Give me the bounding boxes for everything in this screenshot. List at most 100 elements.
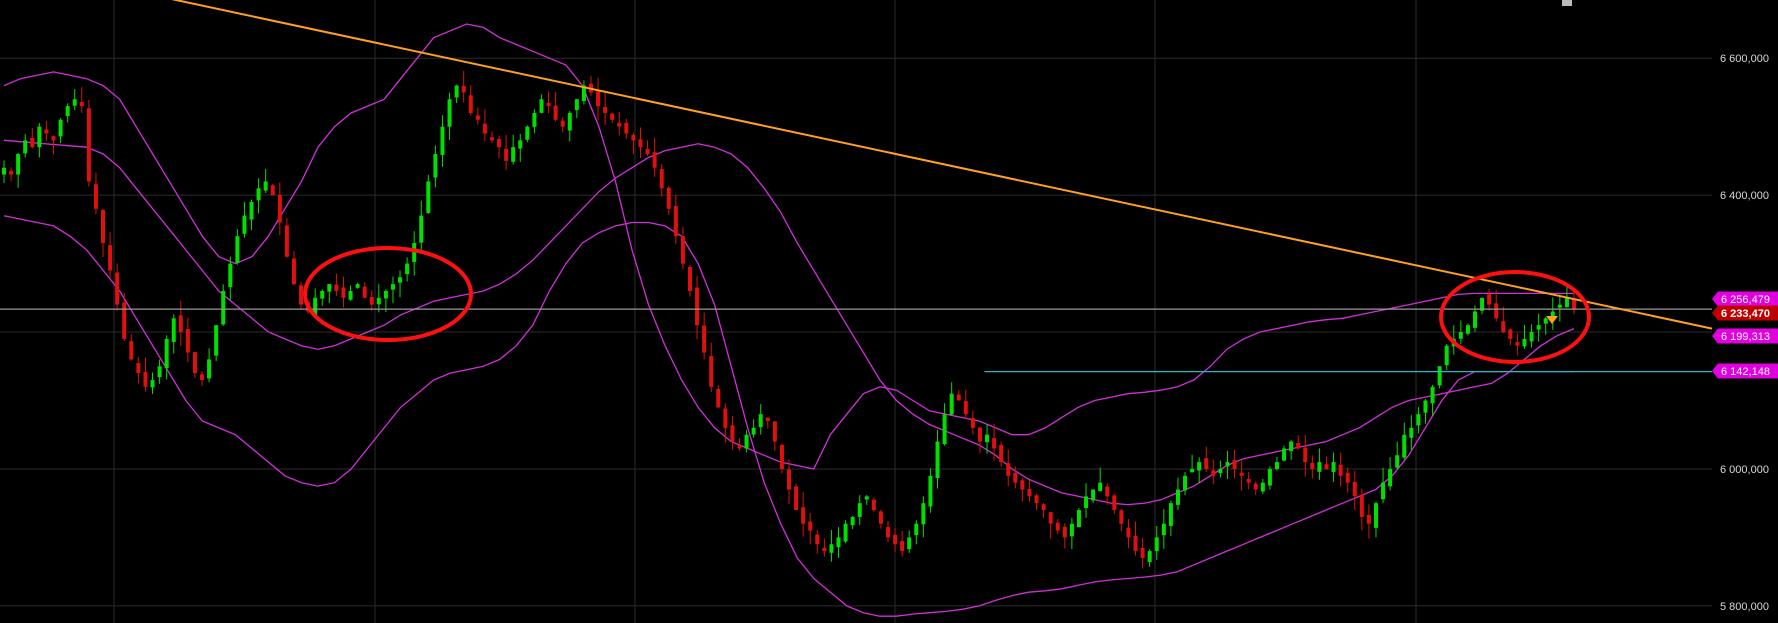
candle-body: [263, 181, 268, 191]
candle-body: [341, 287, 346, 298]
candle-body: [1395, 455, 1400, 468]
candle-body: [313, 297, 318, 316]
candle-body: [1444, 345, 1449, 366]
candle-body: [136, 363, 141, 374]
price-tag-band-lower: [1712, 363, 1778, 379]
candle-body: [864, 496, 869, 500]
candle-body: [1381, 482, 1386, 500]
candle-body: [907, 537, 912, 550]
candle-body: [709, 355, 714, 387]
candle-body: [426, 181, 431, 213]
candle-body: [200, 374, 205, 380]
candle-body: [256, 188, 261, 201]
candle-body: [468, 95, 473, 113]
candle-body: [680, 235, 685, 264]
candle-body: [1225, 462, 1230, 467]
candle-body: [454, 85, 459, 98]
candle-body: [977, 427, 982, 442]
candle-body: [1055, 522, 1060, 531]
candle-body: [687, 266, 692, 291]
bollinger-lower-line: [3, 215, 1574, 617]
candle-body: [787, 469, 791, 490]
candle-body: [666, 187, 671, 209]
candle-body: [836, 537, 841, 548]
candle-body: [1402, 434, 1407, 458]
candle-body: [1550, 311, 1555, 321]
candle-body: [1564, 297, 1569, 308]
candle-body: [1076, 510, 1081, 528]
candle-body: [207, 359, 212, 379]
candle-body: [744, 434, 749, 449]
candle-body: [1147, 551, 1152, 562]
candle-body: [1508, 329, 1513, 339]
price-tag-band-upper: [1712, 291, 1778, 307]
candle-body: [270, 185, 275, 196]
candle-body: [1458, 332, 1463, 339]
candle-body: [914, 523, 919, 536]
candle-body: [1494, 303, 1499, 319]
candle-body: [779, 444, 784, 469]
candle-body: [581, 85, 586, 102]
candle-body: [1317, 462, 1322, 472]
candle-body: [277, 194, 282, 223]
y-tick-label: 6 600,000: [1720, 53, 1769, 65]
candle-body: [376, 297, 381, 305]
candle-body: [51, 136, 56, 141]
candle-body: [1373, 503, 1378, 528]
candle-body: [808, 521, 813, 531]
candle-body: [1487, 294, 1492, 305]
candle-body: [574, 99, 579, 111]
candle-body: [1140, 547, 1145, 558]
candle-body: [970, 418, 975, 428]
candle-body: [249, 201, 254, 220]
candle-body: [504, 148, 509, 161]
candle-body: [433, 154, 438, 178]
candle-body: [1352, 482, 1357, 497]
horizontal-lines[interactable]: [0, 308, 1712, 373]
candle-body: [935, 441, 940, 479]
last-bar-marker-icon: [1546, 316, 1558, 324]
candle-body: [525, 126, 530, 140]
candle-body: [157, 366, 162, 378]
marker: [1546, 316, 1558, 324]
candle-body: [886, 527, 891, 538]
candle-body: [79, 101, 84, 107]
candle-body: [1069, 523, 1074, 537]
trendline[interactable]: [0, 0, 1713, 330]
trendline-line[interactable]: [0, 0, 1713, 330]
candle-body: [596, 91, 601, 107]
candle-body: [185, 329, 190, 353]
candle-body: [497, 139, 502, 148]
candle-body: [546, 102, 551, 107]
candle-body: [772, 421, 777, 442]
annotation-ellipse[interactable]: [303, 246, 473, 342]
candle-body: [150, 379, 155, 388]
candle-body: [829, 544, 834, 553]
candle-body: [390, 284, 395, 290]
candle-body: [638, 139, 643, 148]
candle-body: [1267, 468, 1272, 486]
annotation-ellipse[interactable]: [1439, 270, 1591, 364]
candle-body: [1041, 504, 1046, 511]
candle-body: [850, 516, 855, 526]
candle-body: [1416, 414, 1421, 426]
candle-body: [560, 120, 565, 127]
candle-body: [23, 140, 28, 154]
candle-body: [228, 263, 233, 287]
candle-body: [1388, 468, 1393, 487]
scroll-handle[interactable]: [1562, 0, 1572, 6]
candle-body: [942, 414, 947, 445]
candle-body: [178, 315, 183, 333]
candle-body: [1027, 488, 1032, 497]
candle-body: [1175, 489, 1180, 505]
candle-body: [553, 105, 558, 120]
candle-body: [1274, 462, 1279, 470]
candle-body: [631, 134, 636, 141]
candle-body: [1154, 537, 1159, 552]
candle-body: [801, 507, 806, 524]
candle-body: [299, 285, 304, 305]
annotations[interactable]: [303, 246, 1591, 364]
price-tag-label: 6 142,148: [1721, 366, 1770, 378]
candle-body: [37, 126, 42, 148]
